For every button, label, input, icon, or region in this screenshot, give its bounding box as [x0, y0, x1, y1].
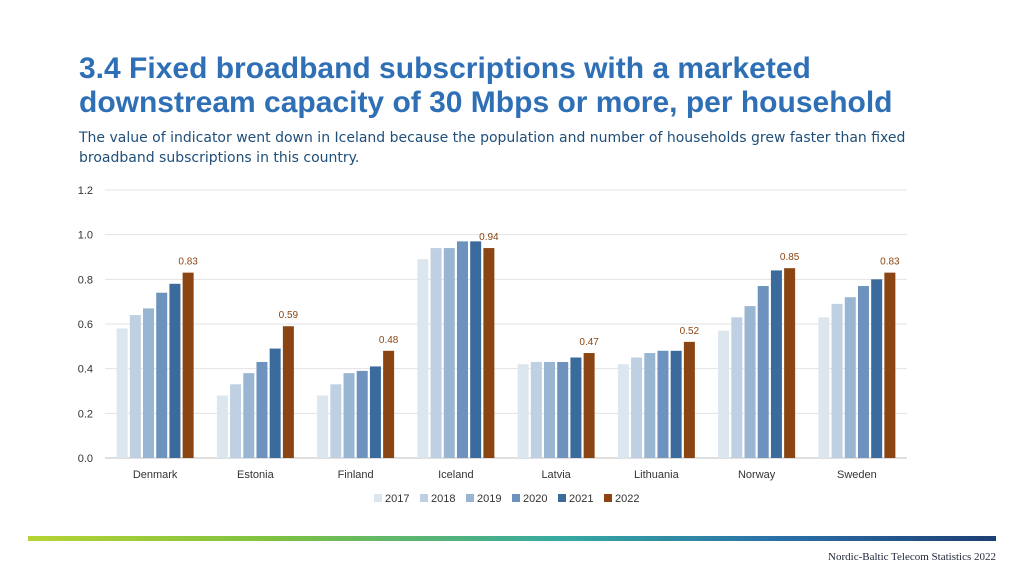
- legend-swatch-2017: [374, 494, 382, 502]
- page-title: 3.4 Fixed broadband subscriptions with a…: [79, 52, 979, 120]
- bar-lithuania-2022: [683, 341, 695, 458]
- legend-swatch-2021: [558, 494, 566, 502]
- bar-lithuania-2019: [644, 353, 656, 458]
- bar-denmark-2019: [143, 308, 155, 458]
- legend-swatch-2019: [466, 494, 474, 502]
- title-line-1: 3.4 Fixed broadband subscriptions with a…: [79, 52, 811, 85]
- legend-label-2021: 2021: [569, 493, 593, 505]
- bar-lithuania-2021: [670, 350, 682, 458]
- bar-latvia-2021: [570, 357, 582, 458]
- bar-denmark-2018: [129, 315, 141, 458]
- bar-finland-2017: [317, 395, 329, 458]
- bar-sweden-2019: [844, 297, 856, 458]
- bar-norway-2022: [784, 268, 796, 458]
- footer-source: Nordic-Baltic Telecom Statistics 2022: [828, 551, 996, 563]
- bar-finland-2021: [369, 366, 381, 458]
- bar-latvia-2022: [583, 353, 595, 458]
- bar-iceland-2022: [483, 248, 495, 458]
- page-subtitle: The value of indicator went down in Icel…: [79, 130, 906, 166]
- y-tick-label: 0.2: [78, 408, 93, 420]
- bar-sweden-2022: [884, 272, 896, 458]
- x-category-label: Iceland: [438, 469, 473, 481]
- x-category-label: Estonia: [237, 469, 275, 481]
- bar-iceland-2021: [470, 241, 482, 458]
- bar-denmark-2020: [156, 292, 168, 458]
- y-tick-label: 0.8: [78, 274, 93, 286]
- bar-norway-2017: [718, 330, 730, 458]
- x-category-label: Denmark: [133, 469, 178, 481]
- bar-estonia-2020: [256, 361, 268, 458]
- x-category-label: Lithuania: [634, 469, 680, 481]
- x-category-label: Finland: [338, 469, 374, 481]
- legend-label-2017: 2017: [385, 493, 409, 505]
- bar-sweden-2021: [871, 279, 883, 458]
- data-label: 0.52: [680, 326, 700, 337]
- footer-gradient-bar: [28, 536, 996, 541]
- y-tick-label: 1.2: [78, 185, 93, 197]
- legend-swatch-2020: [512, 494, 520, 502]
- bar-iceland-2018: [430, 248, 442, 458]
- bar-lithuania-2018: [631, 357, 643, 458]
- bar-sweden-2020: [857, 286, 869, 458]
- bar-iceland-2019: [443, 248, 455, 458]
- y-tick-label: 0.6: [78, 319, 93, 331]
- data-label: 0.83: [178, 257, 198, 268]
- legend-swatch-2018: [420, 494, 428, 502]
- legend-swatch-2022: [604, 494, 612, 502]
- bar-latvia-2020: [557, 361, 569, 458]
- legend-label-2020: 2020: [523, 493, 547, 505]
- bar-denmark-2017: [116, 328, 128, 458]
- legend-label-2019: 2019: [477, 493, 501, 505]
- bar-iceland-2020: [456, 241, 468, 458]
- bar-lithuania-2017: [617, 364, 629, 458]
- bar-estonia-2022: [282, 326, 294, 458]
- bar-finland-2019: [343, 373, 355, 458]
- bar-norway-2021: [770, 270, 782, 458]
- x-category-label: Latvia: [541, 469, 571, 481]
- data-label: 0.59: [279, 310, 299, 321]
- bar-latvia-2018: [530, 361, 542, 458]
- bar-denmark-2021: [169, 283, 181, 458]
- bar-latvia-2017: [517, 364, 529, 458]
- bar-lithuania-2020: [657, 350, 669, 458]
- bar-norway-2020: [757, 286, 769, 458]
- bar-finland-2020: [356, 370, 368, 458]
- bar-finland-2022: [383, 350, 395, 458]
- bar-sweden-2017: [818, 317, 830, 458]
- data-label: 0.47: [579, 337, 599, 348]
- y-tick-label: 1.0: [78, 230, 93, 242]
- y-tick-label: 0.0: [78, 453, 93, 465]
- bar-estonia-2017: [216, 395, 228, 458]
- bar-iceland-2017: [417, 259, 429, 458]
- y-tick-label: 0.4: [78, 364, 93, 376]
- x-category-label: Sweden: [837, 469, 877, 481]
- bar-denmark-2022: [182, 272, 194, 458]
- x-category-label: Norway: [738, 469, 776, 481]
- data-label: 0.83: [880, 257, 900, 268]
- bar-finland-2018: [330, 384, 342, 458]
- data-label: 0.85: [780, 252, 800, 263]
- bar-estonia-2018: [230, 384, 242, 458]
- bar-estonia-2021: [269, 348, 281, 458]
- bar-norway-2018: [731, 317, 743, 458]
- bar-norway-2019: [744, 306, 756, 458]
- legend-label-2022: 2022: [615, 493, 639, 505]
- bar-sweden-2018: [831, 303, 843, 458]
- bar-estonia-2019: [243, 373, 255, 458]
- legend-label-2018: 2018: [431, 493, 455, 505]
- data-label: 0.94: [479, 232, 499, 243]
- title-line-2: downstream capacity of 30 Mbps or more, …: [79, 86, 893, 119]
- data-label: 0.48: [379, 335, 399, 346]
- bar-latvia-2019: [544, 361, 556, 458]
